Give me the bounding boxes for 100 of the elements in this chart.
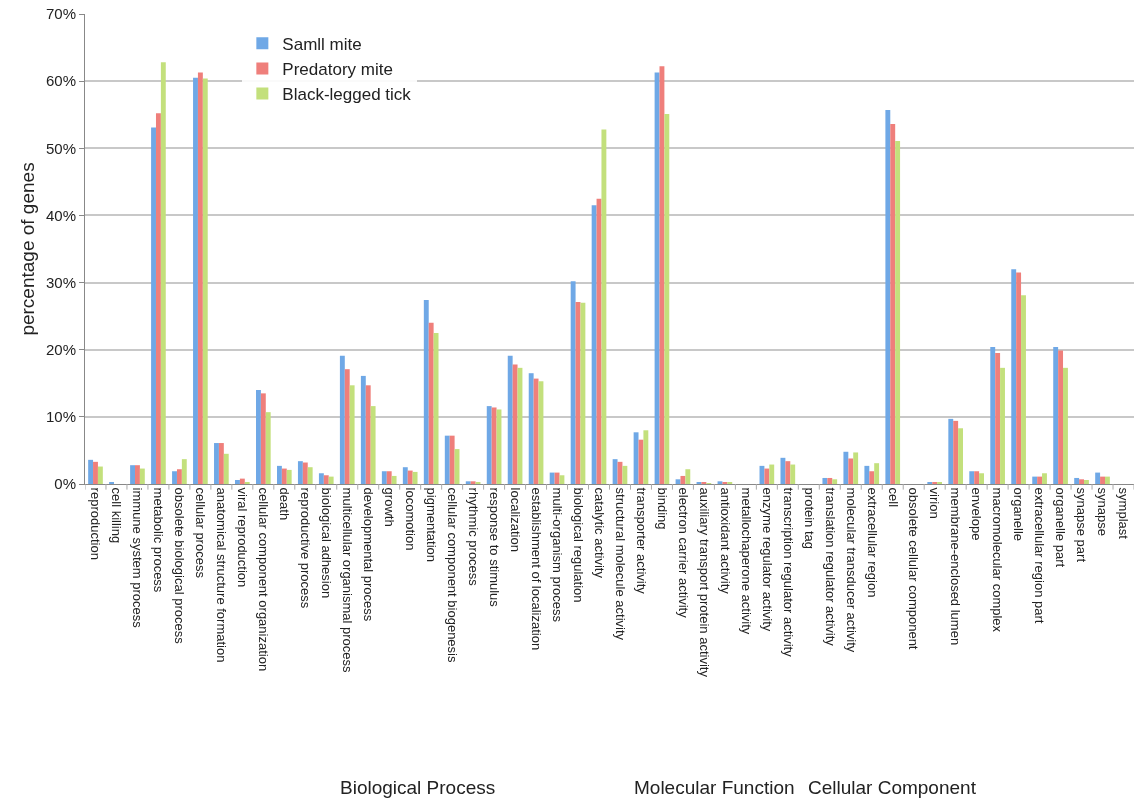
bar xyxy=(853,452,859,484)
bar xyxy=(1042,473,1047,484)
bar xyxy=(360,375,366,484)
bar xyxy=(1016,272,1022,484)
bar xyxy=(139,468,145,484)
bar xyxy=(895,140,901,484)
x-tick-label: establishment of localization xyxy=(528,487,544,651)
x-tick-label: membrane-enclosed lumen xyxy=(948,487,964,646)
x-tick-label: reproduction xyxy=(88,487,104,560)
x-tick-label: antioxidant activity xyxy=(717,487,733,595)
bar xyxy=(1095,472,1101,484)
x-tick-label: biological adhesion xyxy=(319,487,335,599)
x-tick-label: transporter activity xyxy=(633,487,649,595)
bar xyxy=(386,471,392,484)
bar xyxy=(286,469,292,484)
x-tick-label: anatomical structure formation xyxy=(214,487,230,663)
bar xyxy=(827,477,833,484)
bar xyxy=(135,465,140,484)
bar xyxy=(780,457,786,484)
x-tick-label: transcription regulator activity xyxy=(780,487,796,658)
y-tick-label: 30% xyxy=(45,273,76,291)
bar xyxy=(88,459,94,484)
x-tick-label: developmental process xyxy=(361,487,377,622)
bar xyxy=(428,322,434,484)
bar xyxy=(528,373,534,484)
x-tick-label: macromolecular complex xyxy=(990,487,1006,633)
bar xyxy=(160,62,166,484)
bar xyxy=(1053,347,1059,484)
x-tick-label: multicellular organismal process xyxy=(340,487,356,674)
x-tick-label: extracellular region xyxy=(864,487,880,598)
bar xyxy=(890,124,896,484)
x-tick-label: symplast xyxy=(1116,487,1132,540)
bar xyxy=(1084,479,1089,484)
bar xyxy=(664,114,670,484)
bar xyxy=(407,470,413,484)
bar xyxy=(328,476,334,484)
bar xyxy=(927,481,933,484)
bar xyxy=(1032,476,1038,484)
legend-label: Black-legged tick xyxy=(282,85,412,105)
x-tick-label: cellular component biogenesis xyxy=(444,487,460,663)
bar xyxy=(370,406,376,484)
x-tick-label: localization xyxy=(507,487,523,552)
bar xyxy=(512,364,518,484)
legend-label: Samll mite xyxy=(282,34,362,54)
bar xyxy=(958,428,964,484)
bar xyxy=(339,355,345,484)
bar xyxy=(176,469,182,484)
bar xyxy=(1058,350,1064,484)
bar xyxy=(365,385,371,484)
x-tick-label: structural molecule activity xyxy=(612,487,628,641)
bar xyxy=(318,473,324,484)
bar xyxy=(643,430,649,484)
bar xyxy=(995,353,1001,484)
x-tick-label: extracellular region part xyxy=(1032,487,1048,624)
bar xyxy=(570,281,576,484)
x-tick-label: synapse part xyxy=(1074,487,1090,563)
bar xyxy=(297,461,303,484)
bar xyxy=(218,443,224,484)
bar xyxy=(223,453,229,484)
bar xyxy=(97,466,103,484)
bar xyxy=(93,461,98,484)
bar xyxy=(491,407,497,484)
y-tick-label: 60% xyxy=(45,72,76,90)
bar xyxy=(974,471,980,484)
bar xyxy=(764,468,770,484)
bar xyxy=(953,420,959,484)
bar xyxy=(402,467,408,484)
bar xyxy=(391,475,397,484)
x-tick-label: auxiliary transport protein activity xyxy=(696,487,712,678)
bar xyxy=(412,471,418,484)
x-tick-label: catalytic activity xyxy=(591,487,607,579)
bar xyxy=(151,127,156,484)
y-tick-label: 0% xyxy=(54,475,76,493)
bar xyxy=(533,378,539,484)
bar xyxy=(832,479,838,484)
bar xyxy=(680,475,686,484)
x-tick-label: death xyxy=(277,487,293,521)
text: Molecular Function xyxy=(634,777,795,798)
x-tick-label: biological regulation xyxy=(570,487,586,603)
x-tick-label: cellular process xyxy=(193,487,209,579)
bar xyxy=(932,481,938,484)
bar xyxy=(1100,476,1105,484)
bar xyxy=(869,471,875,484)
x-tick-label: synapse xyxy=(1095,487,1111,537)
bar xyxy=(507,355,513,484)
x-tick-label: growth xyxy=(381,487,397,527)
x-tick-label: response to stimulus xyxy=(486,487,502,608)
y-tick-label: 20% xyxy=(45,340,76,358)
y-tick-label: 40% xyxy=(45,206,76,224)
x-tick-label: cell killing xyxy=(109,487,125,544)
bar xyxy=(381,471,387,484)
y-tick-label: 70% xyxy=(45,5,76,23)
bar xyxy=(349,385,355,484)
x-tick-label: metabolic process xyxy=(151,487,167,593)
x-tick-label: pigmentation xyxy=(423,487,439,563)
x-tick-label: organelle part xyxy=(1053,487,1069,568)
bar xyxy=(344,369,350,484)
bar xyxy=(1079,479,1084,484)
x-tick-label: enzyme regulator activity xyxy=(759,487,775,632)
bar xyxy=(235,479,240,484)
